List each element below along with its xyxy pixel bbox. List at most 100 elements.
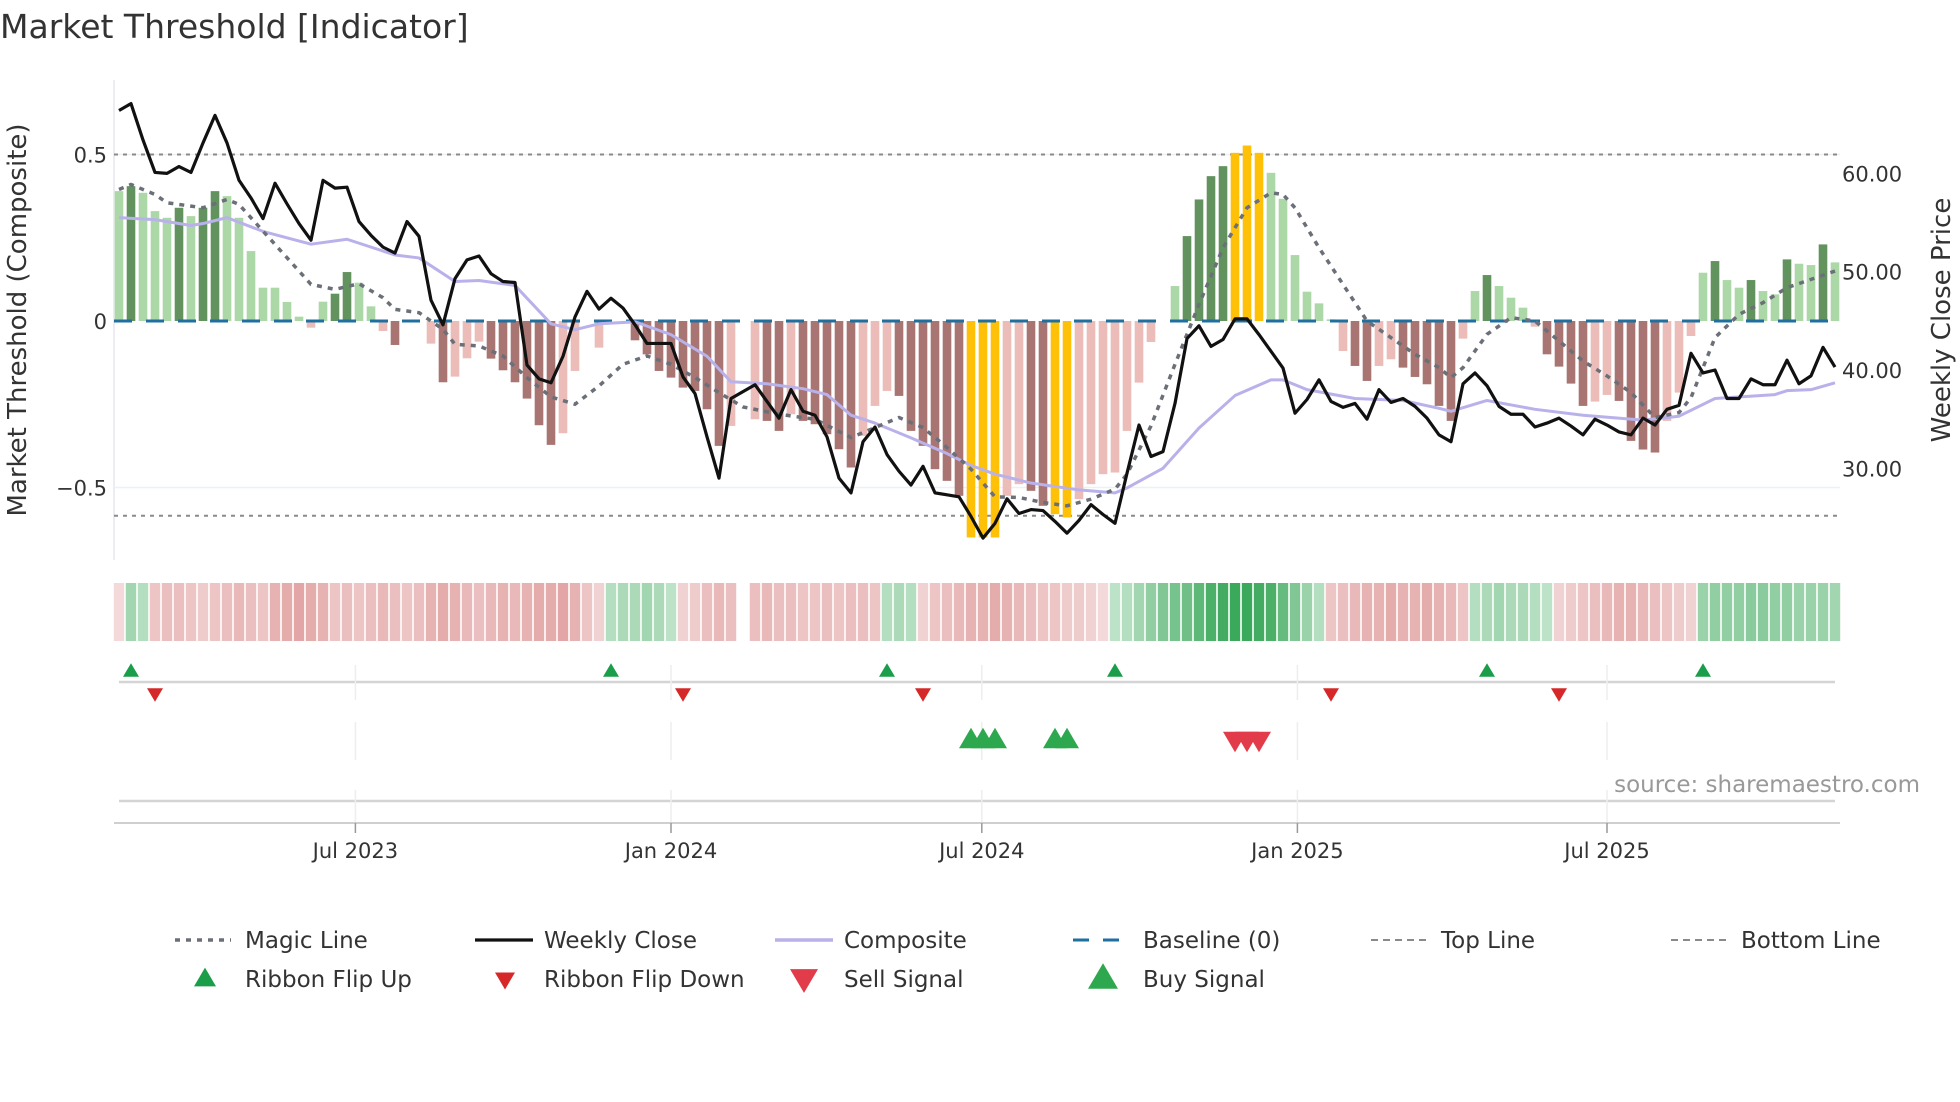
ribbon-cell <box>449 583 461 641</box>
composite-bar <box>270 287 280 321</box>
composite-bar <box>1494 286 1504 321</box>
legend-label: Sell Signal <box>844 967 964 993</box>
composite-bar <box>330 293 340 321</box>
composite-bar <box>138 192 148 321</box>
legend-item: Top Line <box>1371 928 1535 954</box>
composite-bar <box>906 321 916 431</box>
composite-bar <box>702 321 712 410</box>
legend-flip-up-icon <box>194 967 216 987</box>
composite-bar <box>1170 286 1180 321</box>
ribbon-cell <box>917 583 929 641</box>
ribbon-flip-down-marker <box>147 688 163 702</box>
ribbon-cell <box>149 583 161 641</box>
ribbon-cell <box>269 583 281 641</box>
ribbon-cell <box>221 583 233 641</box>
ribbon-cell <box>257 583 269 641</box>
x-tick-label: Jul 2025 <box>1562 839 1649 863</box>
ribbon-cell <box>137 583 149 641</box>
composite-bar <box>294 316 304 321</box>
composite-bar <box>1314 303 1324 321</box>
composite-bar <box>918 321 928 446</box>
ribbon-cell <box>1469 583 1481 641</box>
x-tick-label: Jul 2023 <box>311 839 398 863</box>
ribbon-cell <box>557 583 569 641</box>
ribbon-flip-down-marker <box>675 688 691 702</box>
x-tick-label: Jan 2025 <box>1249 839 1344 863</box>
ribbon-flip-up-marker <box>1479 663 1495 677</box>
composite-bar <box>558 321 568 434</box>
ribbon-cell <box>701 583 713 641</box>
x-tick-label: Jan 2024 <box>623 839 718 863</box>
composite-bar <box>630 321 640 341</box>
ribbon-cell <box>365 583 377 641</box>
signal-markers <box>123 663 1711 753</box>
legend-flip-down-icon <box>495 972 515 990</box>
ribbon-cell <box>1685 583 1697 641</box>
legend-label: Buy Signal <box>1143 967 1265 993</box>
legend-label: Ribbon Flip Up <box>245 967 412 993</box>
composite-bar <box>378 321 388 331</box>
composite-bar <box>1686 321 1696 336</box>
ribbon-cell <box>1193 583 1205 641</box>
ribbon-cell <box>1781 583 1793 641</box>
composite-bar <box>714 321 724 446</box>
composite-bar <box>318 301 328 321</box>
ribbon-cell <box>389 583 401 641</box>
composite-bar <box>1386 321 1396 360</box>
ribbon <box>113 583 1841 641</box>
composite-bar <box>858 321 868 436</box>
ribbon-cell <box>1169 583 1181 641</box>
ribbon-cell <box>1253 583 1265 641</box>
ribbon-cell <box>1025 583 1037 641</box>
composite-bar <box>1782 259 1792 321</box>
composite-bar <box>822 321 832 435</box>
ribbon-cell <box>1757 583 1769 641</box>
composite-bar <box>1014 321 1024 485</box>
ribbon-cell <box>233 583 245 641</box>
ribbon-cell <box>1817 583 1829 641</box>
ribbon-cell <box>353 583 365 641</box>
composite-bar <box>1758 291 1768 321</box>
composite-bar <box>1290 255 1300 321</box>
ribbon-cell <box>965 583 977 641</box>
composite-bar <box>1362 321 1372 381</box>
ribbon-cell <box>1457 583 1469 641</box>
ribbon-cell <box>1697 583 1709 641</box>
composite-bar <box>450 321 460 377</box>
ribbon-cell <box>473 583 485 641</box>
ribbon-cell <box>1505 583 1517 641</box>
composite-bar <box>510 321 520 383</box>
ribbon-cell <box>605 583 617 641</box>
right-tick-label: 60.00 <box>1842 162 1902 186</box>
composite-bar <box>426 321 436 344</box>
chart-title: Market Threshold [Indicator] <box>0 7 469 46</box>
composite-bar <box>150 211 160 321</box>
ribbon-cell <box>773 583 785 641</box>
weekly-close-line <box>118 102 1837 540</box>
composite-bar <box>1734 287 1744 321</box>
ribbon-cell <box>1721 583 1733 641</box>
composite-bar <box>882 321 892 391</box>
composite-bar <box>654 321 664 371</box>
ribbon-cell <box>833 583 845 641</box>
legend-item: Baseline (0) <box>1073 928 1280 954</box>
ribbon-cell <box>377 583 389 641</box>
legend-item: Weekly Close <box>475 928 697 954</box>
ribbon-cell <box>113 583 125 641</box>
composite-bar <box>1470 291 1480 321</box>
composite-bar <box>354 282 364 321</box>
ribbon-cell <box>425 583 437 641</box>
composite-bar <box>750 321 760 420</box>
composite-bar <box>834 321 844 450</box>
composite-bar <box>678 321 688 388</box>
ribbon-cell <box>533 583 545 641</box>
ribbon-cell <box>569 583 581 641</box>
ribbon-cell <box>1337 583 1349 641</box>
legend-item: Composite <box>775 928 967 954</box>
ribbon-cell <box>401 583 413 641</box>
composite-bar <box>1062 321 1072 518</box>
composite-bar <box>438 321 448 383</box>
ribbon-cell <box>665 583 677 641</box>
ribbon-cell <box>1541 583 1553 641</box>
